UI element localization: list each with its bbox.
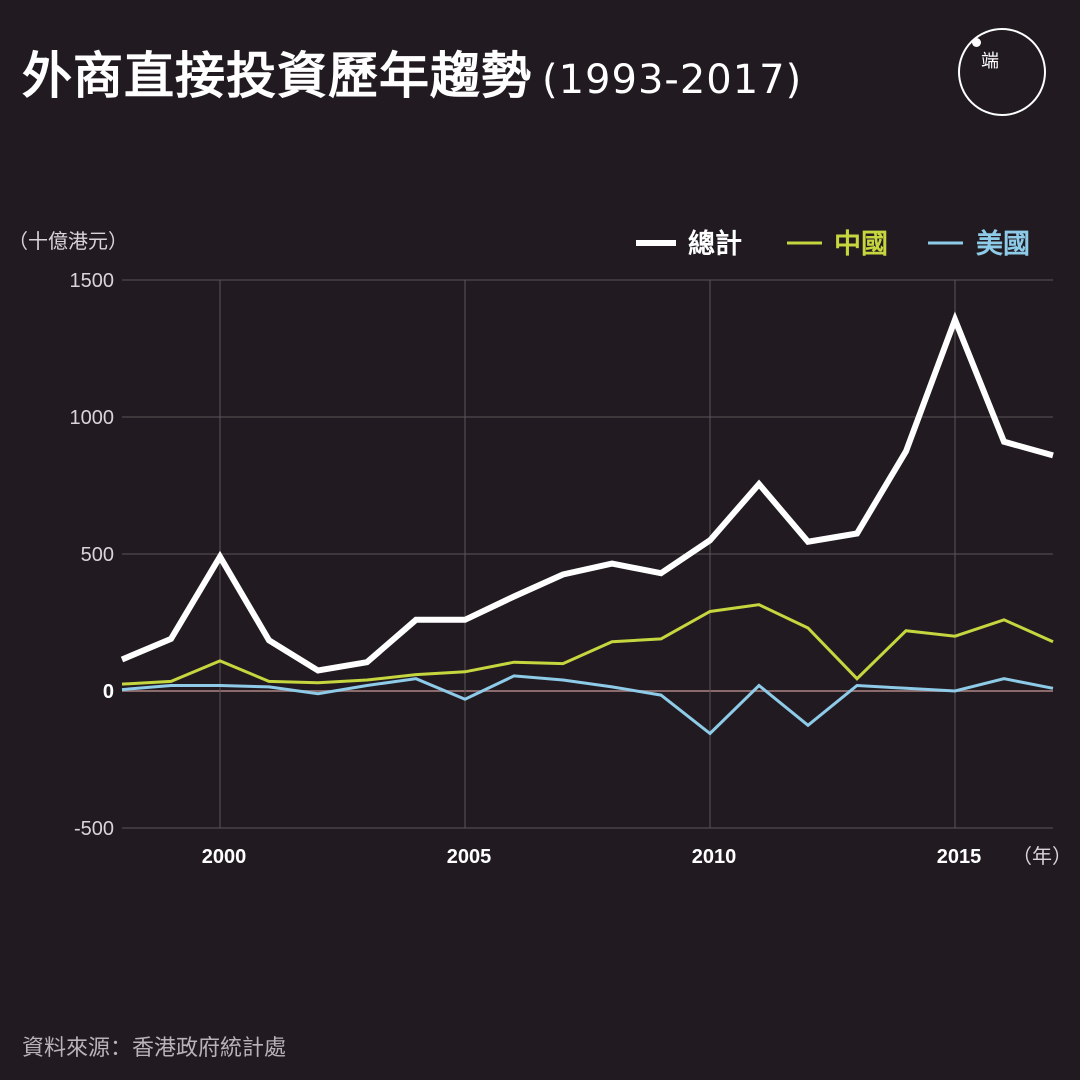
data-source-note: 資料來源：香港政府統計處 (22, 1036, 287, 1061)
x-axis-unit-label: （年） (1012, 844, 1072, 868)
x-tick-label: 2000 (202, 846, 247, 868)
x-tick-label: 2010 (692, 846, 737, 868)
y-tick-label: 0 (103, 681, 114, 703)
x-tick-label: 2005 (447, 846, 492, 868)
chart-title-main: 外商直接投資歷年趨勢 (22, 47, 532, 105)
chart-title-year-range: (1993-2017) (542, 57, 803, 103)
legend-china-label: 中國 (834, 229, 888, 260)
series-line-total (120, 311, 1054, 674)
data-series (120, 311, 1054, 736)
y-tick-label: 1500 (70, 270, 115, 292)
series-line-china (121, 603, 1054, 686)
legend-usa-label: 美國 (976, 228, 1030, 260)
x-tick-label: 2015 (937, 846, 982, 868)
grid-lines (122, 279, 1053, 829)
legend: 總計 中國 美國 (636, 228, 1030, 260)
logo-text: 端 (981, 51, 999, 72)
series-line-usa (121, 674, 1054, 736)
y-tick-label: 1000 (70, 407, 115, 429)
publisher-logo: 端 (958, 28, 1046, 116)
y-tick-label: 500 (81, 544, 114, 566)
y-tick-label: -500 (74, 818, 114, 840)
logo-dot (972, 38, 981, 47)
x-axis-ticks: 2000 2005 2010 2015 (202, 846, 982, 868)
legend-total-label: 總計 (688, 228, 742, 260)
chart-title: 外商直接投資歷年趨勢 (1993-2017) (22, 36, 802, 108)
y-axis-unit-label: （十億港元） (8, 229, 128, 253)
y-axis-ticks: -500 0 500 1000 1500 (70, 270, 115, 840)
